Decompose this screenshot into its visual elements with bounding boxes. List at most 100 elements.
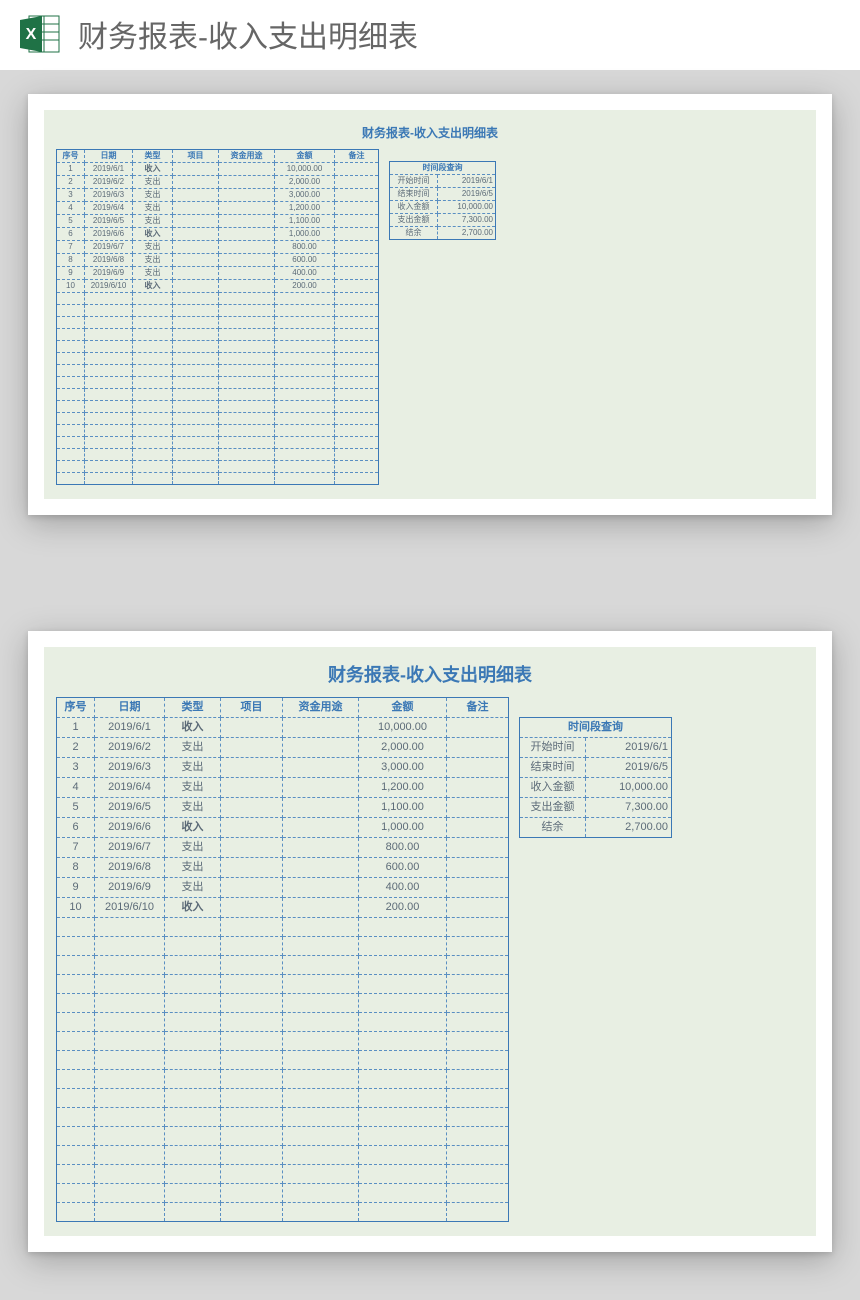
cell-use bbox=[219, 189, 275, 202]
summary-value: 10,000.00 bbox=[586, 778, 672, 798]
cell-empty bbox=[133, 293, 173, 305]
cell-type: 收入 bbox=[165, 818, 221, 838]
cell-empty bbox=[359, 1203, 447, 1222]
cell-empty bbox=[95, 1013, 165, 1032]
cell-item bbox=[221, 858, 283, 878]
cell-empty bbox=[219, 473, 275, 485]
cell-note bbox=[447, 878, 509, 898]
cell-use bbox=[219, 254, 275, 267]
column-header: 类型 bbox=[133, 150, 173, 163]
table-row-empty bbox=[57, 956, 509, 975]
table-header-row: 序号日期类型项目资金用途金额备注 bbox=[57, 698, 509, 718]
cell-date: 2019/6/8 bbox=[85, 254, 133, 267]
cell-empty bbox=[57, 353, 85, 365]
cell-item bbox=[173, 267, 219, 280]
cell-empty bbox=[219, 389, 275, 401]
cell-empty bbox=[173, 329, 219, 341]
cell-type: 支出 bbox=[133, 254, 173, 267]
table-row-empty bbox=[57, 1070, 509, 1089]
cell-empty bbox=[283, 975, 359, 994]
cell-date: 2019/6/9 bbox=[95, 878, 165, 898]
cell-seq: 9 bbox=[57, 878, 95, 898]
summary-key: 结束时间 bbox=[390, 188, 438, 201]
main-table: 序号日期类型项目资金用途金额备注12019/6/1收入10,000.002201… bbox=[56, 149, 379, 485]
cell-amount: 200.00 bbox=[359, 898, 447, 918]
cell-item bbox=[221, 898, 283, 918]
summary-value: 2019/6/5 bbox=[586, 758, 672, 778]
cell-item bbox=[173, 176, 219, 189]
table-row-empty bbox=[57, 401, 379, 413]
cell-empty bbox=[283, 1127, 359, 1146]
column-header: 项目 bbox=[173, 150, 219, 163]
cell-seq: 8 bbox=[57, 254, 85, 267]
cell-empty bbox=[165, 1127, 221, 1146]
cell-amount: 1,200.00 bbox=[359, 778, 447, 798]
cell-date: 2019/6/3 bbox=[95, 758, 165, 778]
cell-empty bbox=[57, 437, 85, 449]
table-row: 82019/6/8支出600.00 bbox=[57, 254, 379, 267]
cell-type: 支出 bbox=[133, 267, 173, 280]
cell-item bbox=[173, 280, 219, 293]
cell-empty bbox=[133, 461, 173, 473]
cell-empty bbox=[221, 1070, 283, 1089]
cell-empty bbox=[165, 1070, 221, 1089]
cell-empty bbox=[447, 1203, 509, 1222]
cell-empty bbox=[221, 994, 283, 1013]
cell-item bbox=[173, 163, 219, 176]
table-row-empty bbox=[57, 994, 509, 1013]
cell-note bbox=[447, 818, 509, 838]
summary-value: 2019/6/5 bbox=[438, 188, 496, 201]
table-row-empty bbox=[57, 1051, 509, 1070]
cell-empty bbox=[283, 1013, 359, 1032]
cell-amount: 3,000.00 bbox=[359, 758, 447, 778]
table-row-empty bbox=[57, 918, 509, 937]
summary-value: 2019/6/1 bbox=[586, 738, 672, 758]
cell-empty bbox=[165, 1051, 221, 1070]
cell-empty bbox=[283, 1070, 359, 1089]
cell-empty bbox=[221, 1127, 283, 1146]
table-row: 22019/6/2支出2,000.00 bbox=[57, 176, 379, 189]
cell-type: 收入 bbox=[133, 280, 173, 293]
cell-empty bbox=[447, 1146, 509, 1165]
summary-row: 支出金额7,300.00 bbox=[390, 214, 496, 227]
cell-note bbox=[335, 163, 379, 176]
cell-empty bbox=[359, 1146, 447, 1165]
cell-seq: 4 bbox=[57, 202, 85, 215]
cell-empty bbox=[219, 293, 275, 305]
cell-note bbox=[447, 798, 509, 818]
cell-empty bbox=[359, 937, 447, 956]
table-row-empty bbox=[57, 1013, 509, 1032]
cell-empty bbox=[335, 449, 379, 461]
cell-empty bbox=[447, 1051, 509, 1070]
cell-seq: 7 bbox=[57, 838, 95, 858]
table-row-empty bbox=[57, 341, 379, 353]
cell-empty bbox=[359, 1184, 447, 1203]
cell-empty bbox=[173, 293, 219, 305]
cell-empty bbox=[335, 293, 379, 305]
table-row-empty bbox=[57, 365, 379, 377]
cell-empty bbox=[95, 994, 165, 1013]
cell-amount: 400.00 bbox=[275, 267, 335, 280]
cell-item bbox=[173, 228, 219, 241]
table-row-empty bbox=[57, 329, 379, 341]
cell-item bbox=[221, 838, 283, 858]
cell-item bbox=[221, 878, 283, 898]
cell-empty bbox=[57, 341, 85, 353]
cell-amount: 2,000.00 bbox=[275, 176, 335, 189]
cell-item bbox=[173, 202, 219, 215]
cell-type: 支出 bbox=[165, 758, 221, 778]
cell-empty bbox=[85, 317, 133, 329]
cell-empty bbox=[221, 1203, 283, 1222]
cell-date: 2019/6/4 bbox=[85, 202, 133, 215]
cell-use bbox=[283, 758, 359, 778]
summary-key: 收入金额 bbox=[390, 201, 438, 214]
summary-title: 时间段查询 bbox=[390, 162, 496, 175]
cell-empty bbox=[283, 1032, 359, 1051]
cell-use bbox=[219, 267, 275, 280]
cell-empty bbox=[359, 1070, 447, 1089]
cell-empty bbox=[275, 365, 335, 377]
cell-empty bbox=[275, 329, 335, 341]
cell-empty bbox=[219, 461, 275, 473]
cell-empty bbox=[57, 937, 95, 956]
cell-use bbox=[283, 738, 359, 758]
